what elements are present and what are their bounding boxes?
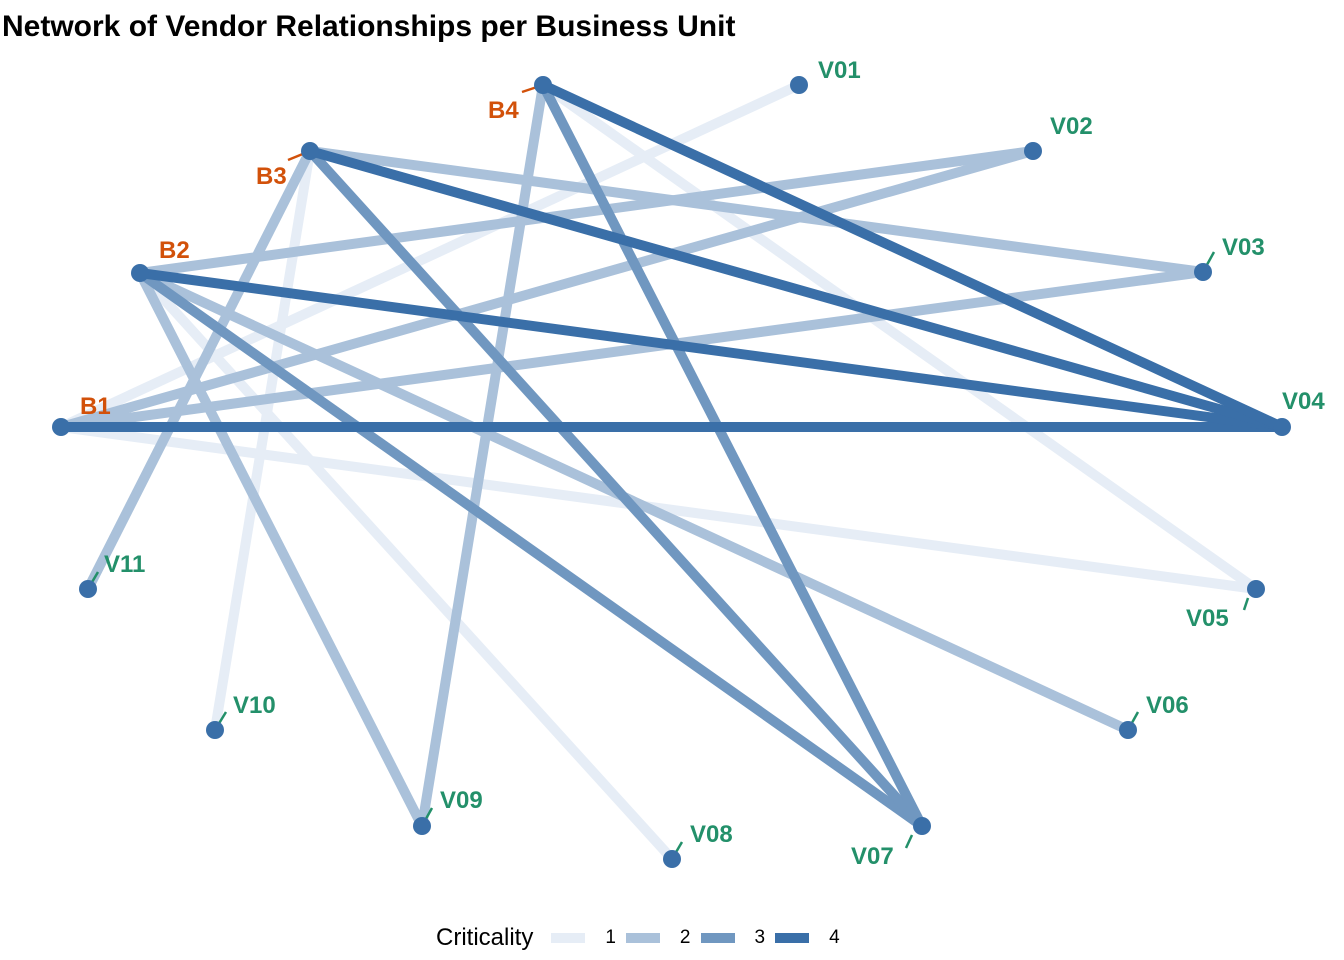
node-b2 (131, 264, 149, 282)
label-leader-v07 (904, 834, 914, 849)
legend-item-2: 2 (625, 927, 691, 949)
edge-b2-v04 (139, 268, 1283, 432)
edge-layer (58, 80, 1285, 863)
node-b4 (534, 76, 552, 94)
node-label-b2: B2 (159, 237, 190, 264)
legend-swatch-3 (700, 933, 735, 943)
node-label-v11: V11 (104, 551, 145, 578)
legend-swatch-2 (625, 933, 660, 943)
legend-label-1: 1 (605, 927, 616, 948)
node-v08 (663, 850, 681, 868)
legend-label-3: 3 (754, 927, 766, 948)
edge-b3-v04 (308, 146, 1284, 432)
legend-item-1: 1 (551, 927, 616, 949)
node-label-v04: V04 (1282, 388, 1325, 415)
node-label-v09: V09 (440, 787, 483, 814)
node-v11 (79, 580, 97, 598)
node-v03 (1194, 263, 1212, 281)
edge-b4-v07 (538, 82, 927, 829)
legend-swatch-1 (551, 933, 586, 943)
node-label-v10: V10 (233, 692, 276, 719)
node-v07 (913, 817, 931, 835)
edge-b3-v03 (309, 146, 1204, 277)
edge-b1-v02 (59, 146, 1035, 432)
node-v05 (1247, 580, 1265, 598)
legend: Criticality 1 2 3 4 (436, 920, 850, 956)
node-v09 (413, 817, 431, 835)
chart-title: Network of Vendor Relationships per Busi… (2, 10, 736, 43)
node-label-v01: V01 (818, 57, 861, 84)
edge-b2-v02 (139, 146, 1034, 278)
legend-item-3: 3 (700, 927, 766, 949)
edge-b2-v07 (137, 268, 925, 831)
node-b3 (301, 142, 319, 160)
edge-b2-v09 (135, 270, 427, 829)
node-label-b1: B1 (80, 393, 111, 420)
legend-swatch-4 (775, 933, 810, 943)
node-label-v03: V03 (1222, 234, 1265, 261)
node-layer (52, 76, 1291, 868)
node-label-layer: B1 B2 B3 B4 V01 V02 V03 V04 V05 V06 V07 V08 V09 V10 V1… (80, 57, 1325, 870)
edge-b4-v05 (540, 80, 1259, 594)
node-v04 (1273, 418, 1291, 436)
node-v06 (1119, 721, 1137, 739)
label-leader-v05 (1242, 597, 1250, 611)
legend-item-4: 4 (775, 927, 840, 949)
edge-b2-v08 (136, 269, 676, 863)
legend-title: Criticality (436, 924, 534, 951)
node-v02 (1024, 142, 1042, 160)
node-b1 (52, 418, 70, 436)
node-label-v07: V07 (851, 843, 894, 870)
node-v01 (790, 76, 808, 94)
legend-label-2: 2 (679, 927, 691, 948)
node-label-b4: B4 (488, 97, 519, 124)
node-label-v06: V06 (1146, 692, 1189, 719)
node-label-v02: V02 (1050, 113, 1093, 140)
node-label-b3: B3 (256, 163, 287, 190)
node-label-v08: V08 (690, 821, 733, 848)
node-v10 (206, 721, 224, 739)
edge-b4-v04 (540, 80, 1285, 432)
legend-label-4: 4 (829, 927, 840, 948)
edge-b3-v07 (306, 147, 926, 830)
node-label-v05: V05 (1186, 605, 1229, 632)
edge-b3-v11 (83, 148, 315, 592)
